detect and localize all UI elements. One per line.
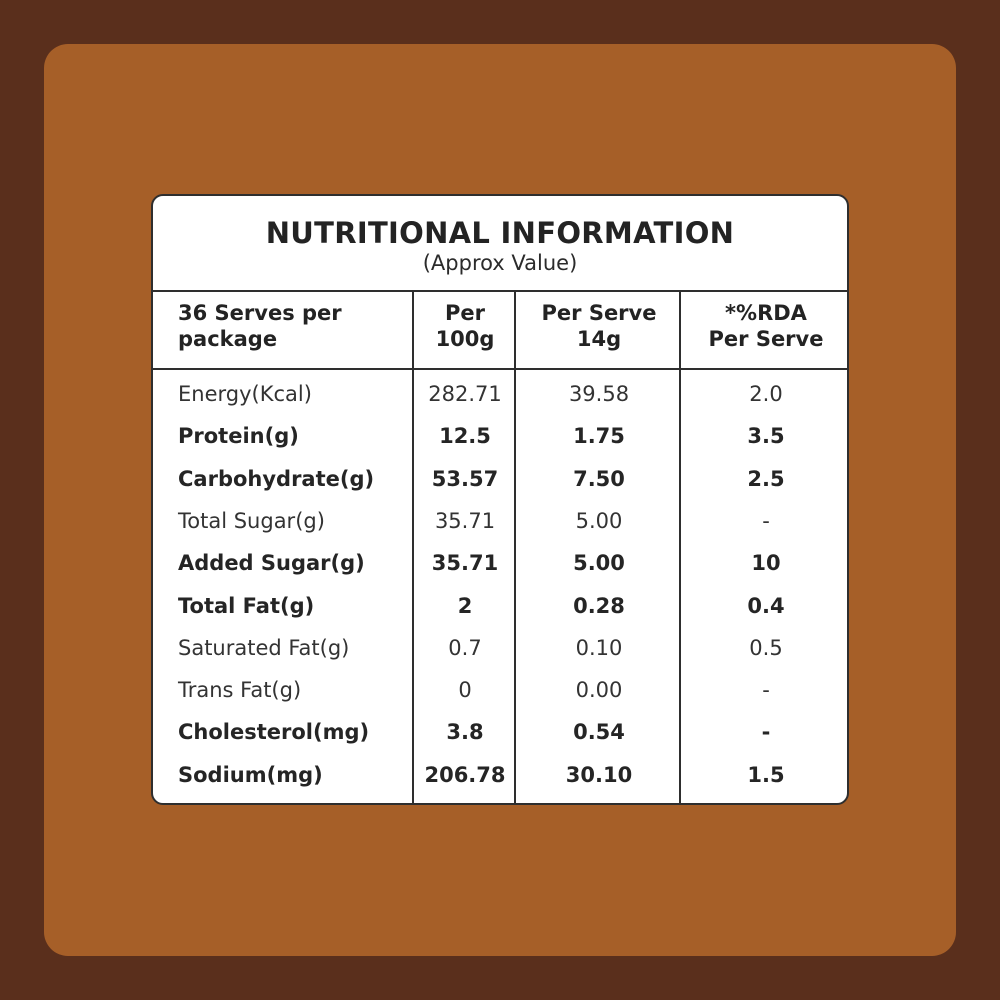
- per-serve-value: 5.00: [573, 551, 625, 576]
- header-servings-line2: package: [178, 327, 278, 351]
- per-100g-value: 206.78: [424, 762, 506, 787]
- table-row: Total Sugar(g) 35.71 5.00 -: [153, 501, 847, 541]
- column-divider: [514, 290, 516, 803]
- header-per-serve: Per Serve 14g: [517, 300, 681, 352]
- table-subtitle: (Approx Value): [422, 251, 578, 275]
- nutrient-label: Added Sugar(g): [178, 551, 365, 576]
- rda-value: 0.5: [749, 635, 783, 660]
- per-100g-value: 282.71: [428, 382, 502, 406]
- nutrient-label: Carbohydrate(g): [178, 466, 375, 491]
- per-serve-value: 39.58: [568, 382, 630, 406]
- nutrient-label: Saturated Fat(g): [178, 635, 350, 660]
- table-row: Added Sugar(g) 35.71 5.00 10: [153, 543, 847, 583]
- column-divider: [679, 290, 681, 803]
- header-servings: 36 Serves per package: [178, 300, 408, 352]
- per-100g-value: 0: [458, 678, 472, 703]
- nutrient-label: Total Fat(g): [178, 593, 315, 618]
- rda-value: -: [761, 720, 771, 745]
- rda-value: 3.5: [747, 424, 785, 449]
- table-row: Saturated Fat(g) 0.7 0.10 0.5: [153, 628, 847, 668]
- per-100g-value: 12.5: [439, 424, 491, 449]
- table-row: Energy(Kcal) 282.71 39.58 2.0: [153, 374, 847, 414]
- rda-value: 2.5: [747, 466, 785, 491]
- nutrient-label: Energy(Kcal): [178, 382, 312, 406]
- table-row: Protein(g) 12.5 1.75 3.5: [153, 416, 847, 456]
- nutrition-table-card: NUTRITIONAL INFORMATION (Approx Value) 3…: [151, 194, 849, 805]
- nutrient-label: Cholesterol(mg): [178, 720, 370, 745]
- per-100g-value: 35.71: [431, 551, 499, 576]
- per-serve-value: 7.50: [573, 466, 625, 491]
- header-per-100g: Per 100g: [415, 300, 515, 352]
- per-100g-value: 2: [457, 593, 473, 618]
- header-per-100g-line2: 100g: [435, 327, 495, 351]
- rda-value: 10: [751, 551, 781, 576]
- table-row: Sodium(mg) 206.78 30.10 1.5: [153, 755, 847, 795]
- per-serve-value: 5.00: [575, 508, 623, 533]
- per-serve-value: 0.28: [573, 593, 625, 618]
- per-serve-value: 0.54: [573, 720, 625, 745]
- nutrient-label: Trans Fat(g): [178, 678, 302, 703]
- rda-value: -: [762, 508, 770, 533]
- header-rda: *%RDA Per Serve: [683, 300, 847, 352]
- nutrient-label: Protein(g): [178, 424, 299, 449]
- nutrient-label: Sodium(mg): [178, 762, 323, 787]
- per-100g-value: 3.8: [446, 720, 484, 745]
- header-per-serve-line2: 14g: [576, 327, 622, 351]
- per-serve-value: 0.10: [575, 635, 623, 660]
- per-serve-value: 1.75: [573, 424, 625, 449]
- header-divider: [153, 368, 847, 370]
- header-per-100g-line1: Per: [445, 301, 485, 325]
- header-rda-line2: Per Serve: [708, 327, 824, 351]
- per-100g-value: 35.71: [434, 508, 496, 533]
- rda-value: 0.4: [747, 593, 785, 618]
- table-title: NUTRITIONAL INFORMATION: [265, 216, 735, 250]
- per-100g-value: 53.57: [431, 466, 499, 491]
- per-100g-value: 0.7: [448, 635, 482, 660]
- rda-value: 2.0: [749, 382, 783, 406]
- header-per-serve-line1: Per Serve: [541, 301, 657, 325]
- rda-value: 1.5: [747, 762, 785, 787]
- per-serve-value: 0.00: [575, 678, 623, 703]
- table-row: Cholesterol(mg) 3.8 0.54 -: [153, 712, 847, 752]
- table-title-block: NUTRITIONAL INFORMATION (Approx Value): [153, 196, 847, 292]
- header-servings-line1: 36 Serves per: [178, 301, 342, 325]
- per-serve-value: 30.10: [565, 762, 633, 787]
- column-divider: [412, 290, 414, 803]
- rda-value: -: [762, 678, 770, 703]
- table-row: Trans Fat(g) 0 0.00 -: [153, 670, 847, 710]
- table-row: Total Fat(g) 2 0.28 0.4: [153, 586, 847, 626]
- nutrient-label: Total Sugar(g): [178, 508, 325, 533]
- header-rda-line1: *%RDA: [725, 301, 807, 325]
- table-row: Carbohydrate(g) 53.57 7.50 2.5: [153, 459, 847, 499]
